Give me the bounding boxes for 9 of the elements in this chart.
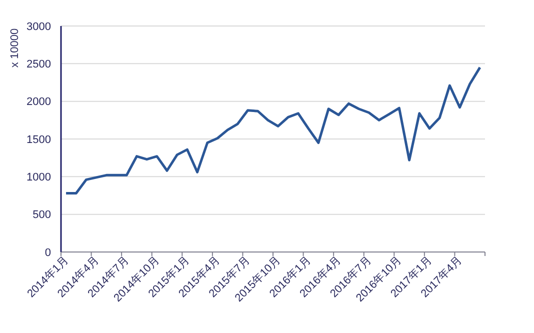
y-axis-title: x 10000 bbox=[9, 28, 21, 68]
y-tick-label: 1000 bbox=[26, 172, 51, 184]
y-tick-label: 0 bbox=[44, 246, 51, 259]
y-tick-label: 1500 bbox=[26, 134, 51, 146]
y-tick-label: 3000 bbox=[26, 20, 51, 33]
y-tick-label: 2500 bbox=[26, 58, 51, 71]
y-tick-label: 2000 bbox=[26, 96, 51, 108]
line-series bbox=[64, 66, 482, 194]
y-tick-label: 500 bbox=[32, 209, 51, 222]
